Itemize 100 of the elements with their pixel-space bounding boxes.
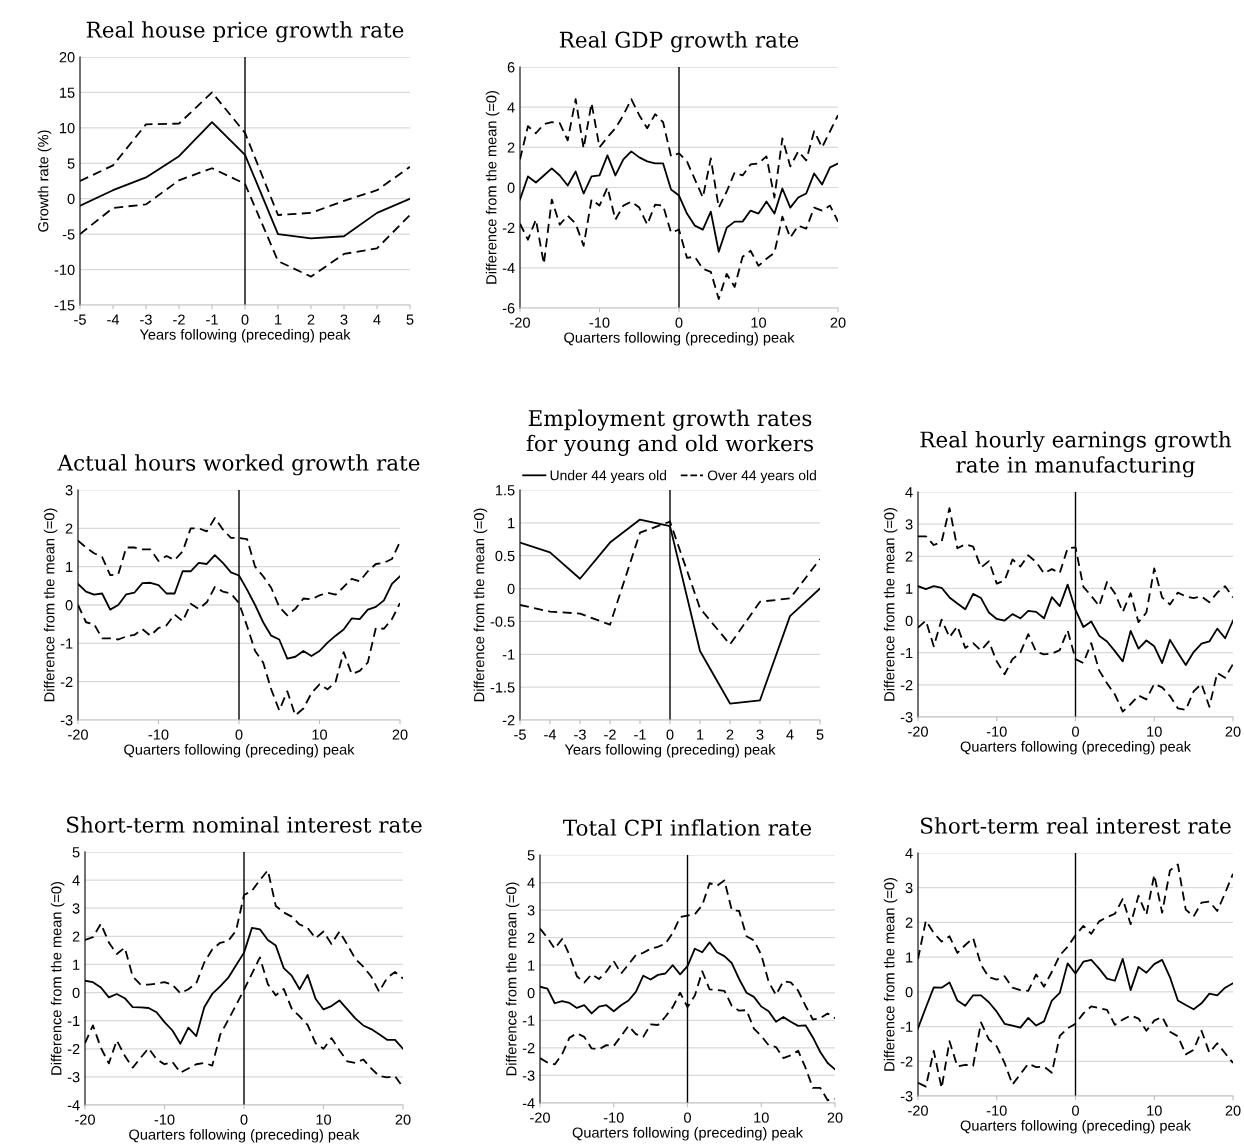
- x-tick-label: -20: [75, 1114, 95, 1125]
- x-axis-title: Quarters following (preceding) peak: [960, 1120, 1192, 1134]
- chart-title: Total CPI inflation rate: [563, 819, 812, 836]
- x-tick-label: 3: [756, 729, 764, 740]
- y-tick-label: 2: [507, 142, 515, 153]
- x-tick-label: 4: [373, 314, 381, 325]
- x-tick-label: -20: [908, 726, 928, 737]
- x-axis-title: Years following (preceding) peak: [564, 744, 776, 758]
- x-tick-label: 2: [726, 729, 734, 740]
- x-tick-label: -3: [140, 314, 152, 325]
- x-tick-label: 10: [312, 729, 328, 740]
- y-tick-label: 0: [905, 615, 913, 626]
- x-tick-label: 0: [675, 317, 683, 328]
- x-tick-label: 20: [392, 729, 408, 740]
- x-tick-label: -10: [986, 1105, 1007, 1116]
- y-tick-label: 0: [507, 182, 515, 193]
- x-axis-title: Quarters following (preceding) peak: [960, 741, 1192, 755]
- y-tick-label: -3: [900, 1091, 913, 1102]
- x-tick-label: 5: [406, 314, 414, 325]
- y-tick-label: 0: [67, 193, 75, 205]
- x-tick-label: 20: [827, 1112, 843, 1123]
- chart-title: Employment growth rates for young and old workers: [526, 409, 813, 456]
- x-axis-title: Quarters following (preceding) peak: [129, 1129, 360, 1143]
- x-tick-label: -20: [908, 1105, 928, 1116]
- y-tick-label: 3: [905, 519, 913, 530]
- y-tick-label: 3: [905, 882, 913, 894]
- y-axis-title: Difference from the mean (=0): [883, 508, 898, 701]
- x-tick-label: 3: [340, 314, 348, 325]
- x-tick-label: 10: [754, 1112, 769, 1123]
- x-tick-label: -10: [986, 726, 1007, 737]
- y-tick-label: -2: [502, 715, 515, 726]
- x-tick-label: 4: [786, 729, 794, 740]
- y-tick-label: -4: [502, 263, 515, 274]
- y-tick-label: -15: [54, 300, 75, 311]
- x-tick-label: 0: [1072, 726, 1079, 737]
- x-tick-label: -4: [544, 729, 557, 740]
- y-tick-label: 3: [65, 485, 73, 496]
- y-tick-label: 1: [73, 959, 80, 970]
- y-tick-label: 3: [527, 905, 535, 916]
- y-tick-label: -4: [522, 1098, 535, 1109]
- y-tick-label: 2: [72, 931, 80, 942]
- x-tick-label: 5: [816, 729, 824, 740]
- y-tick-label: 10: [60, 122, 75, 134]
- legend-label: Under 44 years old: [550, 470, 667, 484]
- x-axis-title: Quarters following (preceding) peak: [124, 744, 355, 758]
- y-axis-title: Difference from the mean (=0): [473, 508, 488, 702]
- x-tick-label: 10: [1147, 1105, 1162, 1116]
- x-tick-label: -1: [634, 729, 646, 740]
- x-tick-label: -10: [603, 1112, 624, 1123]
- y-tick-label: 1: [906, 583, 913, 594]
- y-tick-label: -3: [900, 712, 913, 723]
- x-axis-title: Quarters following (preceding) peak: [564, 332, 795, 346]
- x-tick-label: -10: [589, 317, 610, 328]
- y-axis-title: Difference from the mean (=0): [883, 878, 898, 1071]
- y-axis-title: Difference from the mean (=0): [505, 882, 520, 1076]
- y-tick-label: 5: [72, 847, 80, 858]
- y-axis-title: Growth rate (%): [37, 130, 52, 232]
- y-tick-label: -2: [900, 1056, 913, 1067]
- x-tick-label: 10: [751, 317, 767, 328]
- x-tick-label: -4: [107, 314, 120, 325]
- x-tick-label: -2: [173, 314, 185, 325]
- y-tick-label: -3: [67, 1071, 80, 1083]
- y-tick-label: -2: [60, 676, 73, 687]
- x-tick-label: 0: [666, 729, 674, 740]
- y-tick-label: 4: [905, 848, 913, 859]
- y-tick-label: 1: [66, 561, 73, 572]
- y-tick-label: 2: [905, 551, 913, 562]
- y-tick-label: -1: [60, 638, 73, 649]
- y-tick-label: 4: [527, 877, 535, 888]
- y-tick-label: -3: [522, 1070, 535, 1081]
- x-tick-label: 0: [1072, 1105, 1079, 1116]
- y-tick-label: 0.5: [495, 550, 515, 562]
- chart-title: Real GDP growth rate: [559, 31, 799, 53]
- x-tick-label: 20: [1225, 1105, 1241, 1116]
- y-tick-label: 5: [527, 850, 535, 861]
- x-axis-title: Quarters following (preceding) peak: [572, 1127, 804, 1141]
- y-tick-label: -1: [502, 649, 515, 660]
- y-tick-label: -2: [900, 679, 913, 691]
- y-tick-label: 1: [528, 960, 535, 971]
- y-tick-label: 2: [905, 917, 913, 928]
- y-tick-label: 0: [527, 987, 535, 999]
- y-tick-label: -1: [900, 1021, 913, 1032]
- y-tick-label: -3: [60, 715, 73, 726]
- x-tick-label: -10: [154, 1114, 175, 1125]
- x-tick-label: 10: [316, 1114, 332, 1125]
- y-tick-label: -10: [54, 264, 75, 275]
- x-tick-label: 20: [830, 317, 846, 328]
- x-tick-label: 0: [240, 1114, 248, 1125]
- x-tick-label: -20: [68, 729, 88, 740]
- y-tick-label: 1: [906, 952, 913, 963]
- y-tick-label: 2: [65, 523, 73, 534]
- chart-title: Real house price growth rate: [86, 21, 404, 43]
- x-tick-label: 20: [395, 1114, 411, 1125]
- x-tick-label: 20: [1225, 726, 1241, 737]
- y-tick-label: -1.5: [490, 682, 515, 693]
- x-tick-label: -20: [530, 1112, 550, 1123]
- x-tick-label: -20: [510, 317, 530, 328]
- x-tick-label: 0: [241, 314, 249, 325]
- y-tick-label: 6: [507, 62, 515, 73]
- chart-title: Short-term real interest rate: [921, 817, 1231, 834]
